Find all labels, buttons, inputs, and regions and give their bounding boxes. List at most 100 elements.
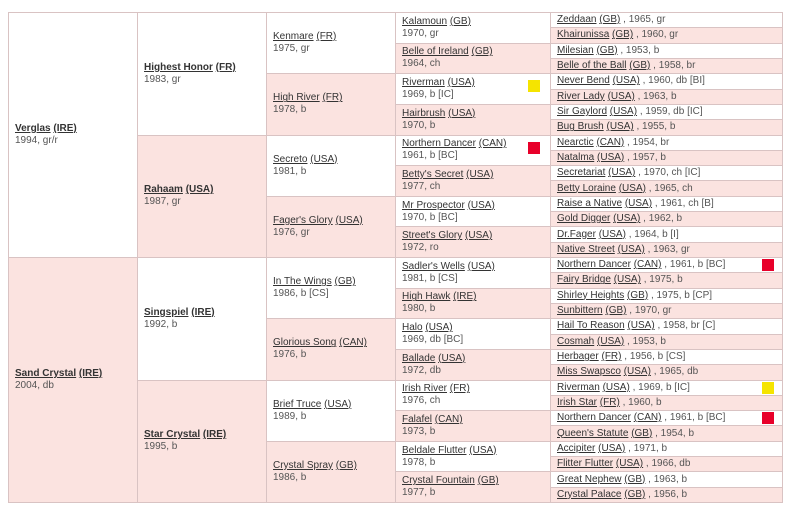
country-code-link[interactable]: (FR) bbox=[599, 396, 620, 408]
horse-name-link[interactable]: Belle of Ireland bbox=[402, 46, 469, 58]
horse-name-link[interactable]: Verglas bbox=[15, 123, 51, 134]
country-code-link[interactable]: (IRE) bbox=[202, 429, 227, 441]
country-code-link[interactable]: (USA) bbox=[469, 444, 497, 456]
country-code-link[interactable]: (GB) bbox=[477, 475, 499, 487]
horse-name-link[interactable]: Queen's Statute bbox=[557, 427, 629, 439]
horse-name-link[interactable]: Northern Dancer bbox=[557, 412, 631, 424]
country-code-link[interactable]: (CAN) bbox=[596, 136, 625, 148]
horse-name-link[interactable]: Fager's Glory bbox=[273, 214, 333, 226]
country-code-link[interactable]: (USA) bbox=[624, 197, 653, 209]
horse-name-link[interactable]: Raise a Native bbox=[557, 197, 623, 209]
horse-name-link[interactable]: Street's Glory bbox=[402, 230, 463, 242]
country-code-link[interactable]: (USA) bbox=[608, 167, 636, 179]
country-code-link[interactable]: (GB) bbox=[627, 289, 649, 301]
country-code-link[interactable]: (FR) bbox=[215, 61, 236, 73]
horse-name-link[interactable]: Riverman bbox=[402, 77, 445, 89]
horse-name-link[interactable]: Northern Dancer bbox=[557, 259, 631, 271]
horse-name-link[interactable]: River Lady bbox=[557, 90, 605, 102]
horse-name-link[interactable]: Secreto bbox=[273, 153, 308, 165]
country-code-link[interactable]: (USA) bbox=[613, 274, 641, 286]
horse-name-link[interactable]: Herbager bbox=[557, 351, 599, 363]
horse-name-link[interactable]: Beldale Flutter bbox=[402, 444, 467, 456]
country-code-link[interactable]: (CAN) bbox=[434, 413, 463, 425]
horse-name-link[interactable]: Hairbrush bbox=[402, 107, 446, 119]
country-code-link[interactable]: (GB) bbox=[612, 29, 634, 41]
horse-name-link[interactable]: Crystal Fountain bbox=[402, 475, 475, 487]
horse-name-link[interactable]: Cosmah bbox=[557, 335, 595, 347]
horse-name-link[interactable]: Crystal Spray bbox=[273, 459, 334, 471]
country-code-link[interactable]: (IRE) bbox=[191, 306, 215, 318]
horse-name-link[interactable]: Irish River bbox=[402, 383, 448, 395]
country-code-link[interactable]: (CAN) bbox=[633, 412, 662, 424]
horse-name-link[interactable]: Betty's Secret bbox=[402, 168, 464, 180]
country-code-link[interactable]: (USA) bbox=[609, 106, 638, 118]
country-code-link[interactable]: (GB) bbox=[631, 427, 653, 439]
country-code-link[interactable]: (FR) bbox=[601, 351, 622, 363]
horse-name-link[interactable]: Mr Prospector bbox=[402, 199, 465, 211]
country-code-link[interactable]: (GB) bbox=[624, 473, 646, 485]
horse-name-link[interactable]: Kalamoun bbox=[402, 15, 448, 27]
country-code-link[interactable]: (USA) bbox=[618, 182, 646, 194]
horse-name-link[interactable]: Ballade bbox=[402, 352, 436, 364]
horse-name-link[interactable]: Dr.Fager bbox=[557, 228, 596, 240]
horse-name-link[interactable]: Singspiel bbox=[144, 306, 189, 318]
horse-name-link[interactable]: Zeddaan bbox=[557, 14, 597, 26]
horse-name-link[interactable]: Star Crystal bbox=[144, 429, 201, 441]
country-code-link[interactable]: (GB) bbox=[449, 15, 471, 27]
horse-name-link[interactable]: In The Wings bbox=[273, 276, 332, 288]
horse-name-link[interactable]: Milesian bbox=[557, 44, 594, 56]
horse-name-link[interactable]: Irish Star bbox=[557, 396, 598, 408]
horse-name-link[interactable]: Sand Crystal bbox=[15, 368, 77, 379]
horse-name-link[interactable]: Gold Digger bbox=[557, 213, 611, 225]
horse-name-link[interactable]: Fairy Bridge bbox=[557, 274, 611, 286]
country-code-link[interactable]: (GB) bbox=[629, 60, 651, 72]
country-code-link[interactable]: (GB) bbox=[605, 305, 627, 317]
horse-name-link[interactable]: Flitter Flutter bbox=[557, 458, 614, 470]
horse-name-link[interactable]: Halo bbox=[402, 322, 423, 334]
country-code-link[interactable]: (USA) bbox=[615, 458, 644, 470]
country-code-link[interactable]: (USA) bbox=[597, 151, 625, 163]
country-code-link[interactable]: (USA) bbox=[324, 398, 352, 410]
horse-name-link[interactable]: Hail To Reason bbox=[557, 320, 625, 332]
horse-name-link[interactable]: Native Street bbox=[557, 243, 615, 255]
country-code-link[interactable]: (FR) bbox=[322, 92, 343, 104]
country-code-link[interactable]: (USA) bbox=[598, 442, 626, 454]
horse-name-link[interactable]: Bug Brush bbox=[557, 121, 604, 133]
country-code-link[interactable]: (CAN) bbox=[478, 138, 507, 150]
horse-name-link[interactable]: Belle of the Ball bbox=[557, 60, 627, 72]
country-code-link[interactable]: (USA) bbox=[425, 322, 453, 334]
country-code-link[interactable]: (USA) bbox=[617, 243, 645, 255]
country-code-link[interactable]: (IRE) bbox=[53, 123, 77, 134]
horse-name-link[interactable]: Sunbittern bbox=[557, 305, 603, 317]
country-code-link[interactable]: (USA) bbox=[602, 381, 630, 393]
country-code-link[interactable]: (GB) bbox=[334, 276, 356, 288]
country-code-link[interactable]: (GB) bbox=[624, 488, 646, 500]
country-code-link[interactable]: (USA) bbox=[438, 352, 466, 364]
country-code-link[interactable]: (USA) bbox=[465, 230, 493, 242]
country-code-link[interactable]: (USA) bbox=[612, 75, 640, 87]
horse-name-link[interactable]: Nearctic bbox=[557, 136, 594, 148]
country-code-link[interactable]: (GB) bbox=[471, 46, 493, 58]
country-code-link[interactable]: (GB) bbox=[335, 459, 357, 471]
country-code-link[interactable]: (CAN) bbox=[633, 259, 662, 271]
horse-name-link[interactable]: Never Bend bbox=[557, 75, 610, 87]
country-code-link[interactable]: (GB) bbox=[596, 44, 618, 56]
horse-name-link[interactable]: High River bbox=[273, 92, 320, 104]
country-code-link[interactable]: (USA) bbox=[627, 320, 655, 332]
country-code-link[interactable]: (IRE) bbox=[78, 368, 103, 379]
country-code-link[interactable]: (IRE) bbox=[453, 291, 477, 303]
country-code-link[interactable]: (USA) bbox=[613, 213, 641, 225]
horse-name-link[interactable]: Sir Gaylord bbox=[557, 106, 608, 118]
country-code-link[interactable]: (USA) bbox=[607, 90, 635, 102]
horse-name-link[interactable]: Miss Swapsco bbox=[557, 366, 621, 378]
horse-name-link[interactable]: Glorious Song bbox=[273, 337, 337, 349]
horse-name-link[interactable]: Betty Loraine bbox=[557, 182, 616, 194]
country-code-link[interactable]: (USA) bbox=[606, 121, 634, 133]
horse-name-link[interactable]: High Hawk bbox=[402, 291, 451, 303]
horse-name-link[interactable]: Natalma bbox=[557, 151, 595, 163]
horse-name-link[interactable]: Rahaam bbox=[144, 184, 183, 196]
country-code-link[interactable]: (USA) bbox=[466, 168, 494, 180]
country-code-link[interactable]: (USA) bbox=[623, 366, 651, 378]
horse-name-link[interactable]: Great Nephew bbox=[557, 473, 622, 485]
country-code-link[interactable]: (USA) bbox=[185, 184, 214, 196]
